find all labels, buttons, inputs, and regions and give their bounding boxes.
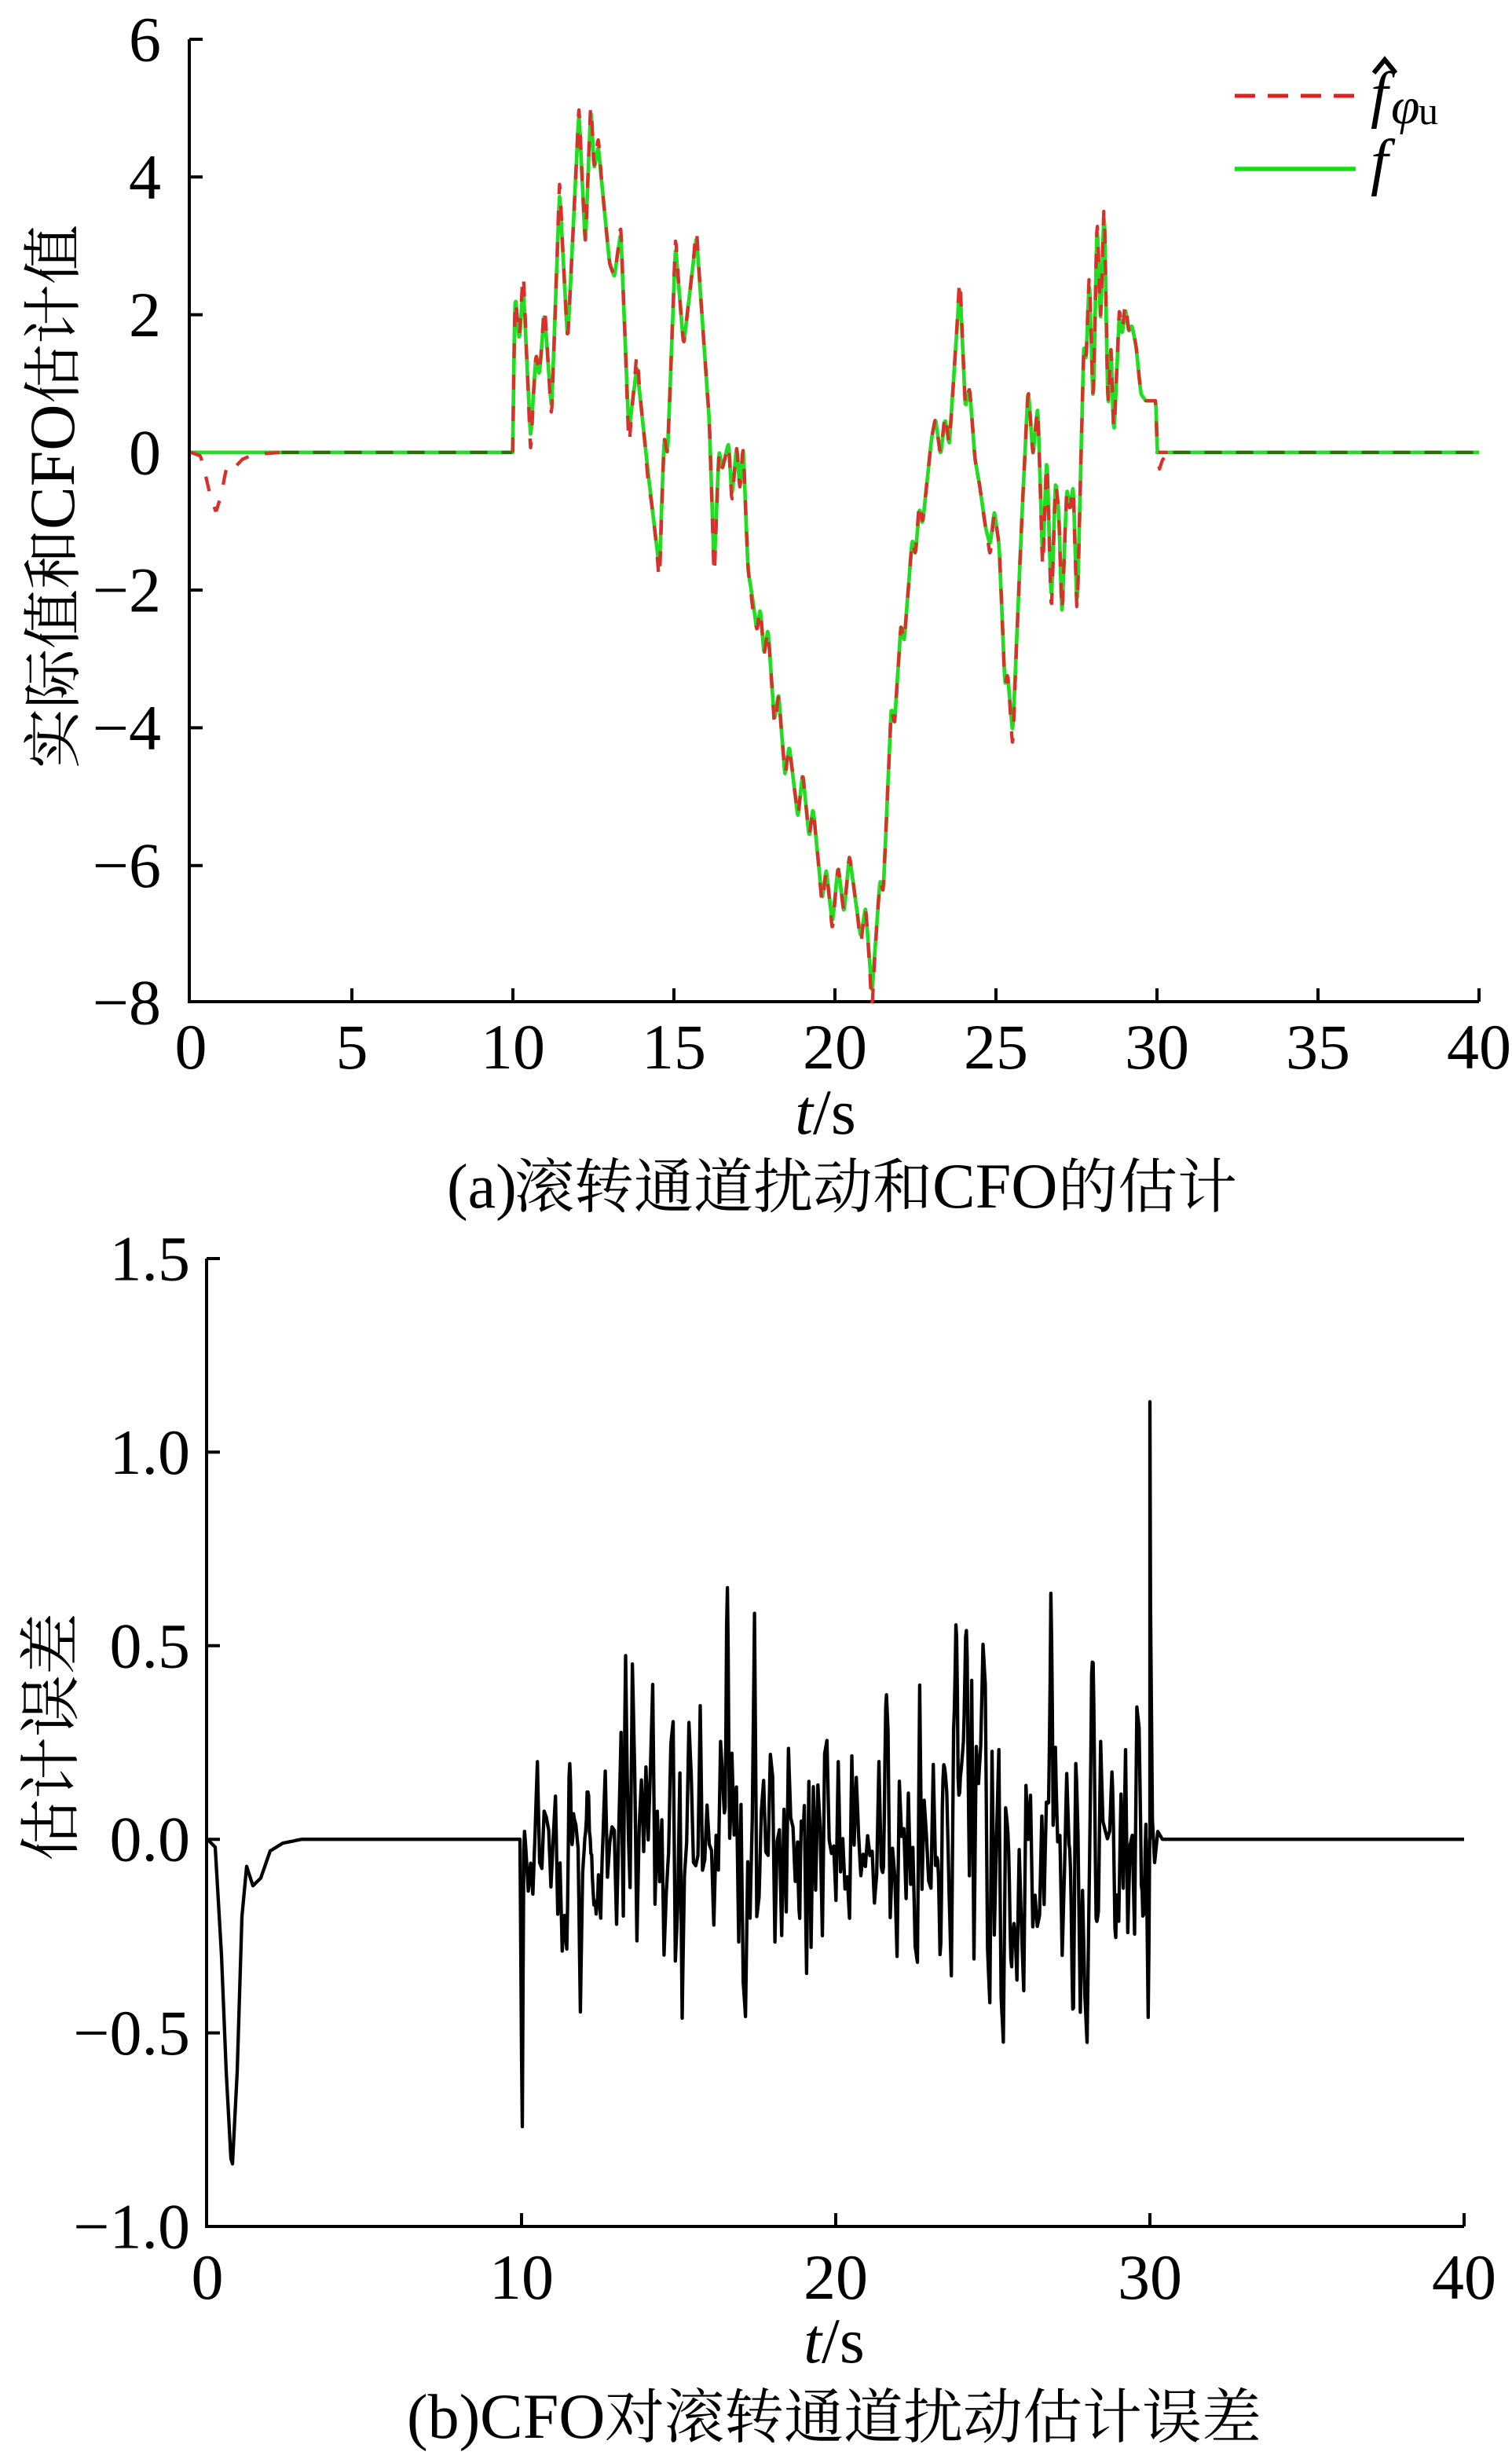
svg-text:30: 30 bbox=[1125, 1011, 1189, 1083]
svg-text:30: 30 bbox=[1118, 2241, 1182, 2313]
svg-text:40: 40 bbox=[1432, 2241, 1496, 2313]
svg-text:0.5: 0.5 bbox=[110, 1610, 191, 1681]
svg-text:35: 35 bbox=[1286, 1011, 1350, 1083]
svg-text:6: 6 bbox=[129, 4, 161, 75]
svg-text:10: 10 bbox=[489, 2241, 554, 2313]
svg-text:2: 2 bbox=[129, 279, 161, 350]
svg-text:u: u bbox=[1419, 89, 1438, 133]
svg-text:−0.5: −0.5 bbox=[73, 1997, 190, 2069]
svg-text:−1.0: −1.0 bbox=[73, 2191, 190, 2263]
svg-text:−2: −2 bbox=[93, 555, 161, 626]
svg-text:0: 0 bbox=[192, 2241, 224, 2313]
svg-text:25: 25 bbox=[964, 1011, 1028, 1083]
svg-text:10: 10 bbox=[481, 1011, 545, 1083]
svg-text:t/s: t/s bbox=[804, 2305, 865, 2377]
svg-text:0: 0 bbox=[175, 1011, 207, 1083]
svg-text:1.5: 1.5 bbox=[110, 1223, 191, 1295]
svg-text:CFO: CFO bbox=[16, 404, 88, 530]
svg-text:5: 5 bbox=[336, 1011, 368, 1083]
svg-text:20: 20 bbox=[804, 2241, 868, 2313]
svg-text:t/s: t/s bbox=[795, 1076, 856, 1148]
svg-text:φ: φ bbox=[1391, 78, 1420, 135]
svg-text:20: 20 bbox=[803, 1011, 867, 1083]
svg-text:1.0: 1.0 bbox=[110, 1416, 191, 1488]
svg-text:CFO: CFO bbox=[480, 2380, 606, 2452]
svg-text:40: 40 bbox=[1447, 1011, 1511, 1083]
svg-text:0.0: 0.0 bbox=[110, 1804, 191, 1875]
svg-text:−8: −8 bbox=[93, 967, 161, 1039]
svg-text:15: 15 bbox=[642, 1011, 706, 1083]
svg-text:0: 0 bbox=[129, 416, 161, 488]
svg-text:−6: −6 bbox=[93, 830, 161, 901]
svg-text:−4: −4 bbox=[93, 692, 161, 764]
svg-text:(b): (b) bbox=[407, 2383, 480, 2452]
svg-text:4: 4 bbox=[129, 141, 161, 213]
svg-text:CFO: CFO bbox=[932, 1150, 1058, 1222]
svg-text:(a): (a) bbox=[447, 1153, 517, 1222]
